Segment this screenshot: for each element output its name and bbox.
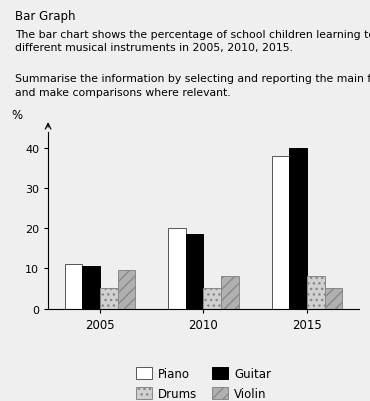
Bar	[307, 277, 325, 309]
Y-axis label: %: %	[11, 109, 23, 122]
Bar	[118, 271, 135, 309]
Legend: Piano, Drums, Guitar, Violin: Piano, Drums, Guitar, Violin	[131, 362, 276, 401]
Bar	[168, 229, 186, 309]
Bar	[289, 148, 307, 309]
Bar	[221, 277, 239, 309]
Bar	[82, 267, 100, 309]
Text: The bar chart shows the percentage of school children learning to play
different: The bar chart shows the percentage of sc…	[15, 30, 370, 53]
Bar	[325, 289, 342, 309]
Bar	[100, 289, 118, 309]
Bar	[65, 265, 82, 309]
Bar	[272, 156, 289, 309]
Text: Bar Graph: Bar Graph	[15, 10, 75, 23]
Bar	[186, 235, 204, 309]
Text: Summarise the information by selecting and reporting the main features,
and make: Summarise the information by selecting a…	[15, 74, 370, 97]
Bar	[204, 289, 221, 309]
